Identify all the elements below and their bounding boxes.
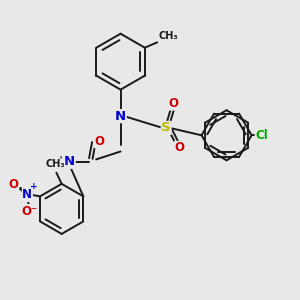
Text: O: O [174, 141, 184, 154]
Text: O⁻: O⁻ [22, 205, 38, 218]
Text: O: O [94, 135, 104, 148]
Text: Cl: Cl [255, 129, 268, 142]
Text: O: O [9, 178, 19, 191]
Text: CH₃: CH₃ [159, 31, 178, 41]
Text: CH₃: CH₃ [45, 159, 65, 169]
Text: H: H [58, 156, 68, 166]
Text: O: O [168, 97, 178, 110]
Text: N: N [64, 155, 75, 168]
Text: +: + [30, 182, 38, 191]
Text: N: N [22, 188, 32, 201]
Text: S: S [161, 122, 171, 134]
Text: N: N [115, 110, 126, 123]
